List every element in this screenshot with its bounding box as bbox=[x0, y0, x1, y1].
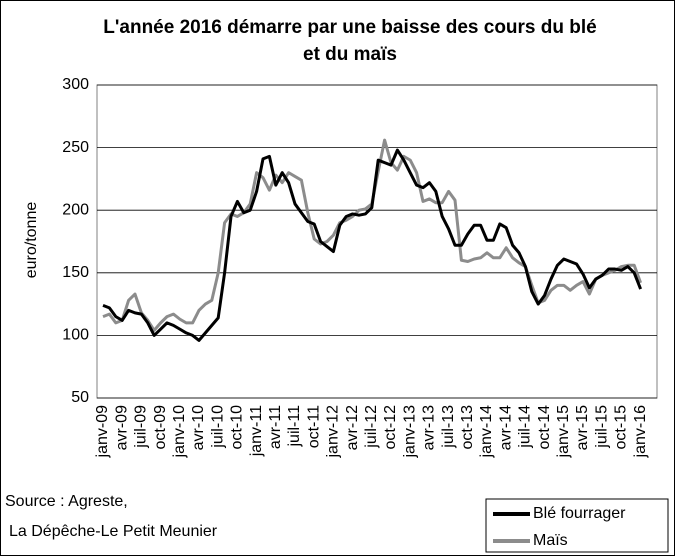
legend-box bbox=[485, 498, 669, 553]
x-tick-label: avr-13 bbox=[421, 405, 438, 450]
x-tick-label: janv-15 bbox=[555, 405, 572, 459]
x-tick-label: janv-10 bbox=[171, 405, 188, 459]
x-tick-label: oct-12 bbox=[382, 405, 399, 450]
x-tick-label: oct-10 bbox=[229, 405, 246, 450]
x-tick-label: avr-11 bbox=[267, 405, 284, 449]
source-line: Source : Agreste, bbox=[5, 493, 128, 510]
x-tick-label: oct-14 bbox=[536, 405, 553, 450]
x-tick-label: juil-14 bbox=[517, 405, 534, 449]
x-tick-label: janv-16 bbox=[632, 405, 649, 459]
source-line: La Dépêche-Le Petit Meunier bbox=[9, 523, 218, 540]
x-tick-label: juil-11 bbox=[286, 405, 303, 448]
x-tick-label: avr-10 bbox=[190, 405, 207, 450]
x-tick-label: avr-12 bbox=[344, 405, 361, 450]
x-tick-label: avr-09 bbox=[113, 405, 130, 450]
x-tick-label: juil-09 bbox=[133, 405, 150, 449]
x-tick-label: oct-09 bbox=[152, 405, 169, 450]
x-tick-label: juil-12 bbox=[363, 405, 380, 449]
x-tick-label: janv-13 bbox=[401, 405, 418, 459]
y-axis-label: euro/tonne bbox=[23, 202, 40, 279]
x-tick-label: janv-09 bbox=[94, 405, 111, 459]
x-tick-label: avr-15 bbox=[574, 405, 591, 450]
chart-title: L'année 2016 démarre par une baisse des … bbox=[103, 17, 597, 65]
x-tick-label: juil-10 bbox=[209, 405, 226, 449]
x-tick-label: janv-14 bbox=[478, 405, 495, 459]
y-tick-label: 250 bbox=[62, 139, 89, 156]
x-tick-label: juil-13 bbox=[440, 405, 457, 449]
x-tick-label: janv-12 bbox=[325, 405, 342, 459]
legend-label: Maïs bbox=[533, 532, 568, 549]
x-tick-label: oct-15 bbox=[613, 405, 630, 450]
y-tick-label: 200 bbox=[62, 201, 89, 218]
x-tick-label: juil-15 bbox=[593, 405, 610, 449]
x-tick-label: oct-11 bbox=[305, 405, 322, 448]
y-tick-label: 50 bbox=[71, 389, 89, 406]
x-tick-label: oct-13 bbox=[459, 405, 476, 450]
y-tick-label: 100 bbox=[62, 327, 89, 344]
legend-label: Blé fourrager bbox=[533, 505, 626, 522]
x-tick-label: janv-11 bbox=[248, 405, 265, 457]
y-tick-label: 150 bbox=[62, 264, 89, 281]
x-tick-label: avr-14 bbox=[497, 405, 514, 450]
y-tick-label: 300 bbox=[62, 76, 89, 93]
series-line bbox=[102, 148, 642, 342]
